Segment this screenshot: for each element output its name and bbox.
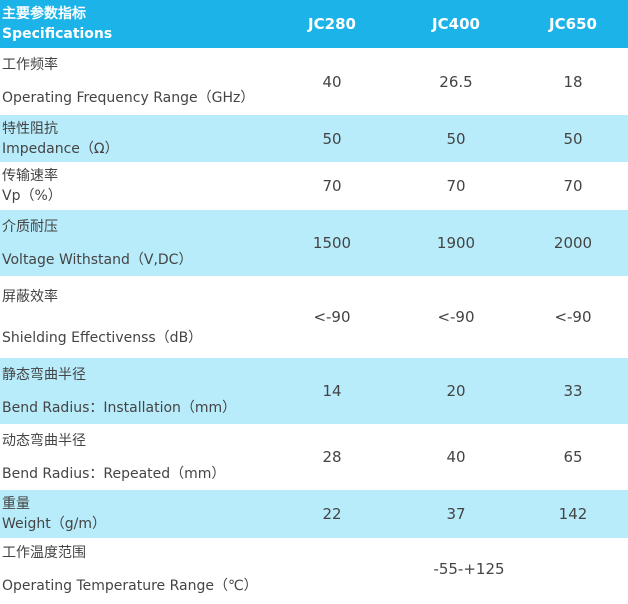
param-label-en: Operating Temperature Range（℃） (2, 577, 258, 594)
table-header-row: 主要参数指标 Specifications JC280 JC400 JC650 (0, 0, 628, 48)
param-label-zh: 特性阻抗 (2, 120, 58, 137)
value-cell: 142 (558, 505, 588, 523)
value-cell: 20 (446, 382, 466, 400)
table-row: 工作温度范围 Operating Temperature Range（℃） -5… (0, 538, 628, 600)
value-cell: 14 (322, 382, 342, 400)
param-label-cell: 传输速率 Vp（%） (0, 162, 270, 210)
value-cell-merged: -55-+125 (433, 560, 505, 578)
model-header-jc280: JC280 (308, 15, 356, 33)
table-row: 屏蔽效率 Shielding Effectivenss（dB） <-90 <-9… (0, 276, 628, 358)
param-label-cell: 屏蔽效率 Shielding Effectivenss（dB） (0, 276, 270, 358)
param-label-cell: 重量 Weight（g/m） (0, 490, 270, 538)
header-title-zh: 主要参数指标 (2, 6, 86, 22)
header-title-cell: 主要参数指标 Specifications (0, 0, 270, 48)
table-row: 特性阻抗 Impedance（Ω） 50 50 50 (0, 115, 628, 162)
param-label-zh: 介质耐压 (2, 218, 58, 235)
value-cell: 40 (322, 72, 342, 91)
param-label-cell: 动态弯曲半径 Bend Radius：Repeated（mm） (0, 424, 270, 490)
value-cell: 65 (563, 448, 583, 466)
param-label-en: Weight（g/m） (2, 516, 107, 532)
param-label-cell: 静态弯曲半径 Bend Radius：Installation（mm） (0, 358, 270, 424)
value-cell: 40 (446, 448, 466, 466)
value-cell: 33 (563, 382, 583, 400)
param-label-zh: 动态弯曲半径 (2, 432, 86, 449)
value-cell: <-90 (437, 308, 475, 326)
param-label-en: Bend Radius：Installation（mm） (2, 399, 237, 416)
value-cell: 2000 (553, 234, 593, 252)
value-cell: 50 (563, 129, 583, 148)
value-cell: 18 (563, 72, 583, 91)
model-header-jc400: JC400 (432, 15, 480, 33)
value-cell: 22 (322, 505, 342, 523)
header-title-en: Specifications (2, 26, 113, 42)
table-row: 介质耐压 Voltage Withstand（V,DC） 1500 1900 2… (0, 210, 628, 276)
param-label-zh: 工作频率 (2, 57, 58, 73)
model-header-jc650: JC650 (549, 15, 597, 33)
table-row: 传输速率 Vp（%） 70 70 70 (0, 162, 628, 210)
table-row: 静态弯曲半径 Bend Radius：Installation（mm） 14 2… (0, 358, 628, 424)
value-cell: <-90 (554, 308, 592, 326)
value-cell: 37 (446, 505, 466, 523)
table-row: 重量 Weight（g/m） 22 37 142 (0, 490, 628, 538)
value-cell: 1500 (312, 234, 352, 252)
param-label-zh: 屏蔽效率 (2, 288, 58, 305)
param-label-en: Voltage Withstand（V,DC） (2, 251, 193, 268)
param-label-zh: 静态弯曲半径 (2, 366, 86, 383)
param-label-en: Bend Radius：Repeated（mm） (2, 465, 226, 482)
value-cell: 1900 (436, 234, 476, 252)
param-label-zh: 传输速率 (2, 168, 58, 184)
value-cell: 28 (322, 448, 342, 466)
param-label-en: Impedance（Ω） (2, 140, 119, 157)
param-label-cell: 工作频率 Operating Frequency Range（GHz） (0, 48, 270, 115)
param-label-cell: 介质耐压 Voltage Withstand（V,DC） (0, 210, 270, 276)
value-cell: 50 (322, 129, 342, 148)
param-label-cell: 工作温度范围 Operating Temperature Range（℃） (0, 538, 270, 600)
param-label-zh: 工作温度范围 (2, 544, 86, 561)
param-label-cell: 特性阻抗 Impedance（Ω） (0, 115, 270, 162)
param-label-zh: 重量 (2, 496, 30, 512)
value-cell: 26.5 (439, 72, 473, 91)
value-cell: 70 (322, 177, 342, 195)
value-cell: 70 (446, 177, 466, 195)
table-row: 动态弯曲半径 Bend Radius：Repeated（mm） 28 40 65 (0, 424, 628, 490)
param-label-en: Operating Frequency Range（GHz） (2, 90, 255, 106)
value-cell: 50 (446, 129, 466, 148)
value-cell: <-90 (313, 308, 351, 326)
table-row: 工作频率 Operating Frequency Range（GHz） 40 2… (0, 48, 628, 115)
param-label-en: Vp（%） (2, 188, 62, 204)
param-label-en: Shielding Effectivenss（dB） (2, 329, 203, 346)
value-cell: 70 (563, 177, 583, 195)
